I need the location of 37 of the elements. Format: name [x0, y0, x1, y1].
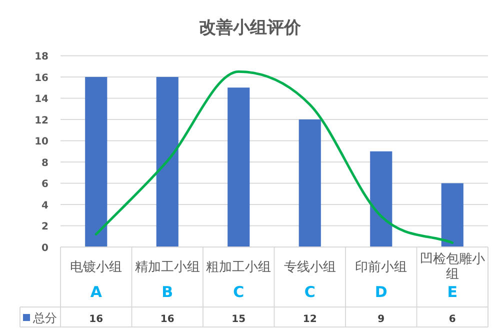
- x-tick-label: 电镀小组: [70, 260, 122, 275]
- data-label: 6: [448, 314, 456, 325]
- y-tick-label: 14: [34, 94, 49, 106]
- text: C: [233, 283, 244, 301]
- text: B: [162, 283, 174, 301]
- bar: [228, 88, 250, 247]
- data-label: 16: [160, 314, 174, 325]
- bar: [85, 76, 108, 247]
- x-tick-label: 粗加工小组: [206, 260, 272, 275]
- bar: [156, 76, 178, 247]
- y-tick-label: 0: [42, 243, 49, 254]
- y-tick-label: 2: [42, 222, 49, 233]
- line-series: [94, 70, 454, 244]
- data-label: 15: [232, 314, 246, 325]
- data-label: 12: [302, 314, 317, 325]
- text: E: [447, 283, 458, 301]
- y-tick-label: 10: [34, 136, 49, 148]
- x-tick-label: 凹检包雕小组: [420, 252, 485, 282]
- y-tick-label: 6: [42, 179, 49, 190]
- text: C: [304, 283, 316, 301]
- x-tick-label: 专线小组: [284, 260, 336, 275]
- data-label: 9: [378, 314, 385, 325]
- bar: [370, 151, 392, 247]
- x-tick-label: 精加工小组: [134, 260, 200, 275]
- y-tick-label: 18: [34, 52, 49, 63]
- text: A: [90, 283, 102, 301]
- legend-label: 总分: [32, 311, 57, 325]
- x-tick-label: 印前小组: [355, 260, 408, 275]
- y-tick-label: 16: [34, 72, 49, 84]
- text: D: [374, 283, 388, 301]
- data-label: 16: [89, 314, 104, 325]
- bar: [298, 119, 321, 247]
- y-tick-label: 4: [42, 200, 49, 212]
- bar: [441, 183, 464, 247]
- y-tick-label: 12: [34, 115, 49, 126]
- chart-title: 改善小组评价: [199, 17, 302, 38]
- y-tick-label: 8: [42, 158, 49, 169]
